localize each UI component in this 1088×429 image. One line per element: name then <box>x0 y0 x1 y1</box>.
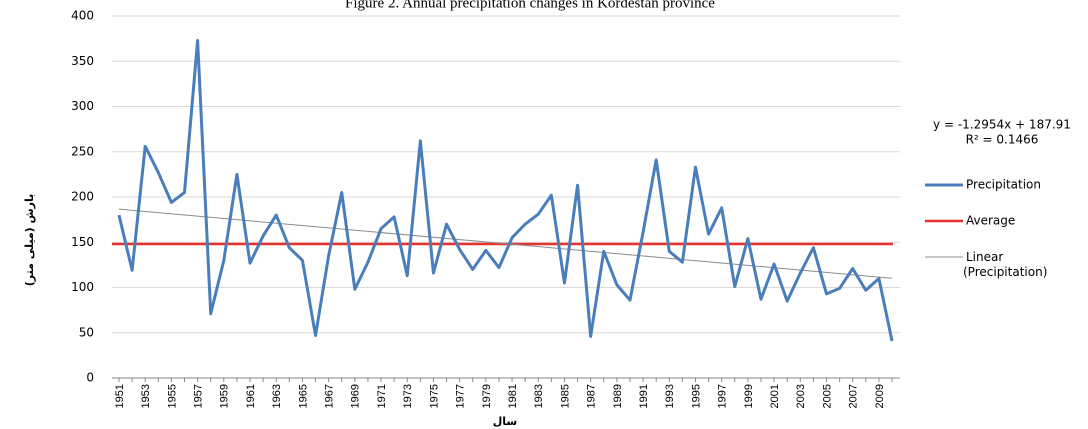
legend-label: Precipitation <box>966 178 1041 192</box>
legend-label: Average <box>966 214 1015 228</box>
x-tick-label: 1999 <box>743 384 755 408</box>
x-tick-label: 1983 <box>533 384 545 408</box>
trend-line <box>118 208 893 279</box>
x-tick-label: 1975 <box>428 384 440 408</box>
x-tick-label: 1961 <box>245 384 257 408</box>
x-tick-label: 1967 <box>324 384 336 408</box>
x-tick-label: 2007 <box>848 384 860 408</box>
legend-label-line: (Precipitation) <box>963 265 1047 279</box>
y-tick-label: 300 <box>71 99 94 113</box>
legend-label-line: Linear <box>966 250 1003 264</box>
y-tick-label: 350 <box>71 54 94 68</box>
x-tick-label: 1995 <box>690 384 702 408</box>
x-axis-label: سال <box>493 415 518 428</box>
x-tick-label: 1989 <box>612 384 624 408</box>
y-tick-label: 0 <box>86 371 94 385</box>
x-tick-label: 2003 <box>795 384 807 408</box>
y-tick-label: 150 <box>71 235 94 249</box>
legend-label: Linear (Precipitation) <box>963 250 1047 279</box>
y-tick-label: 250 <box>71 144 94 158</box>
x-tick-label: 1969 <box>350 384 362 408</box>
x-tick-label: 2009 <box>874 384 886 408</box>
x-tick-label: 1965 <box>297 384 309 408</box>
y-tick-label: 200 <box>71 190 94 204</box>
x-tick-label: 1997 <box>717 384 729 408</box>
x-tick-label: 1985 <box>559 384 571 408</box>
x-tick-label: 1973 <box>402 384 414 408</box>
x-tick-label: 2005 <box>821 384 833 408</box>
x-tick-label: 1963 <box>271 384 283 408</box>
trend-equation: y = -1.2954x + 187.91 <box>933 118 1071 132</box>
x-tick-label: 1991 <box>638 384 650 408</box>
x-tick-label: 1953 <box>140 384 152 408</box>
chart-title: Figure 2. Annual precipitation changes i… <box>345 0 715 11</box>
x-tick-label: 1971 <box>376 384 388 408</box>
x-tick-label: 1987 <box>586 384 598 408</box>
y-tick-label: 100 <box>71 280 94 294</box>
y-tick-label: 400 <box>71 9 94 23</box>
x-tick-label: 1977 <box>455 384 467 408</box>
trend-r2: R² = 0.1466 <box>966 133 1039 147</box>
x-tick-label: 1957 <box>193 384 205 408</box>
x-tick-label: 1979 <box>481 384 493 408</box>
x-tick-label: 1955 <box>166 384 178 408</box>
x-tick-label: 2001 <box>769 384 781 408</box>
y-axis-label: بارش (میلی متر) <box>23 194 36 287</box>
y-tick-label: 50 <box>79 325 94 339</box>
x-tick-label: 1981 <box>507 384 519 408</box>
x-tick-label: 1959 <box>219 384 231 408</box>
data-line <box>117 38 894 342</box>
x-tick-label: 1993 <box>664 384 676 408</box>
x-tick-label: 1951 <box>114 384 126 408</box>
